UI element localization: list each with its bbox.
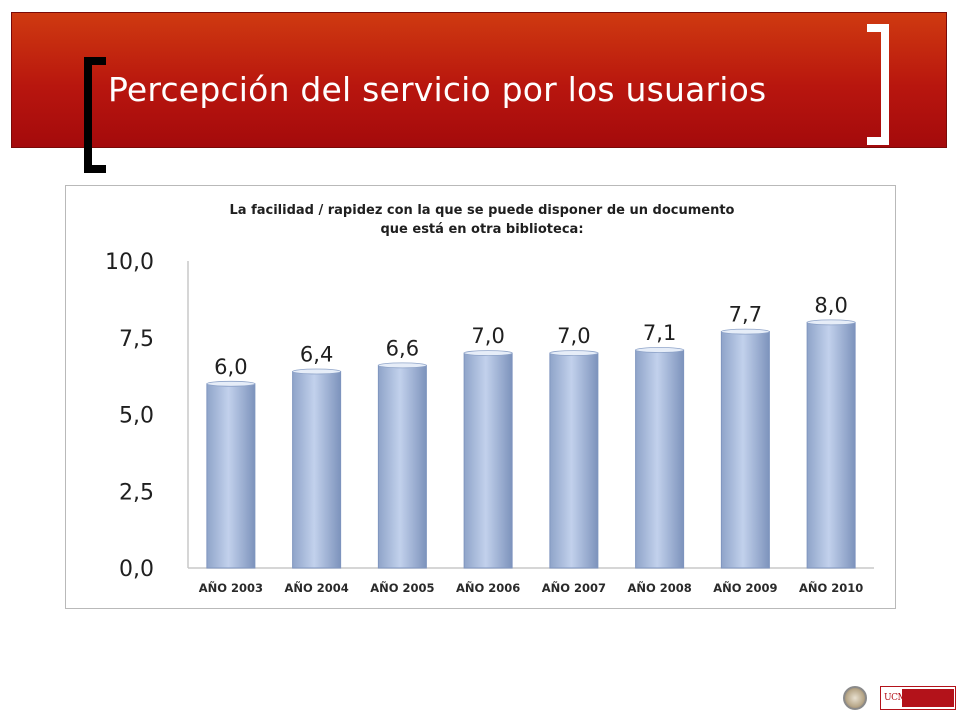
x-tick-label: AÑO 2010 xyxy=(799,580,863,595)
y-tick-label: 0,0 xyxy=(119,557,154,582)
left-bracket-decoration xyxy=(84,57,106,173)
data-label: 7,0 xyxy=(557,324,590,348)
chart-title-line: La facilidad / rapidez con la que se pue… xyxy=(229,203,734,218)
data-label: 8,0 xyxy=(814,293,847,317)
right-bracket-decoration xyxy=(867,24,889,145)
data-label: 7,7 xyxy=(729,303,762,327)
bar xyxy=(463,352,513,569)
data-label: 6,0 xyxy=(214,355,247,379)
chart-title-line: que está en otra biblioteca: xyxy=(380,222,583,237)
data-label: 7,1 xyxy=(643,321,676,345)
bar xyxy=(206,383,256,569)
data-label: 6,6 xyxy=(386,336,419,360)
bar-top-cap xyxy=(635,347,685,353)
x-tick-label: AÑO 2009 xyxy=(713,580,777,595)
ucm-logo-text: UCM xyxy=(884,693,907,703)
bar-top-cap xyxy=(292,368,342,375)
bar-top-cap xyxy=(463,350,513,357)
bar-chart: 0,0 2,5 5,0 7,5 10,0 La facilidad / rapidez … xyxy=(105,203,874,595)
y-tick-label: 10,0 xyxy=(105,250,154,275)
bar-top-cap xyxy=(806,319,856,326)
bar-top-cap xyxy=(549,350,599,357)
data-label: 7,0 xyxy=(471,324,504,348)
slide-title: Percepción del servicio por los usuarios xyxy=(108,70,767,109)
data-label: 6,4 xyxy=(300,343,333,367)
title-banner xyxy=(11,12,947,148)
chart-frame: 0,0 2,5 5,0 7,5 10,0 La facilidad / rapidez … xyxy=(65,185,896,609)
x-tick-label: AÑO 2004 xyxy=(284,580,348,595)
bar-top-cap xyxy=(377,362,427,369)
x-tick-label: AÑO 2008 xyxy=(627,580,691,595)
bar xyxy=(549,352,599,569)
x-tick-label: AÑO 2005 xyxy=(370,580,434,595)
bar xyxy=(377,364,427,569)
logo-red-block xyxy=(902,689,954,707)
bar xyxy=(635,349,685,569)
university-seal-logo xyxy=(843,686,867,710)
y-tick-label: 7,5 xyxy=(119,327,154,352)
x-tick-label: AÑO 2003 xyxy=(199,580,263,595)
bar xyxy=(720,331,770,569)
x-tick-label: AÑO 2007 xyxy=(542,580,606,595)
bar-top-cap xyxy=(206,380,256,387)
bar-top-cap xyxy=(720,328,770,335)
y-tick-label: 5,0 xyxy=(119,404,154,429)
biblioteca-complutense-logo: UCM xyxy=(880,686,956,710)
x-tick-label: AÑO 2006 xyxy=(456,580,520,595)
y-tick-label: 2,5 xyxy=(119,480,154,505)
bar xyxy=(806,321,856,569)
bar xyxy=(292,371,342,569)
